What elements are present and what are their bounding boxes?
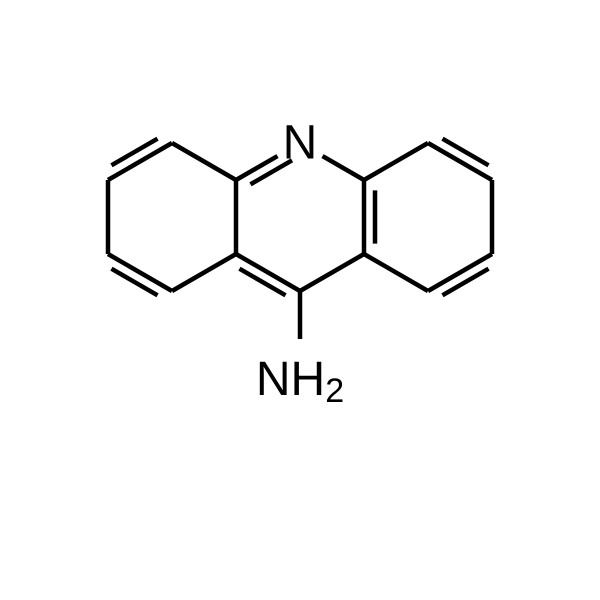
bond — [442, 139, 488, 166]
bond — [111, 269, 157, 296]
bond — [323, 156, 364, 180]
bond — [364, 254, 428, 291]
bond — [236, 156, 277, 180]
bond — [364, 143, 428, 180]
bond — [300, 254, 364, 291]
nitrogen-label: N — [283, 117, 318, 170]
bond — [172, 254, 236, 291]
chemical-structure: N NH2 — [0, 0, 600, 600]
bond — [172, 143, 236, 180]
bond — [442, 269, 488, 296]
bond — [111, 139, 157, 166]
amine-label: NH2 — [256, 353, 344, 411]
bond — [239, 269, 285, 296]
